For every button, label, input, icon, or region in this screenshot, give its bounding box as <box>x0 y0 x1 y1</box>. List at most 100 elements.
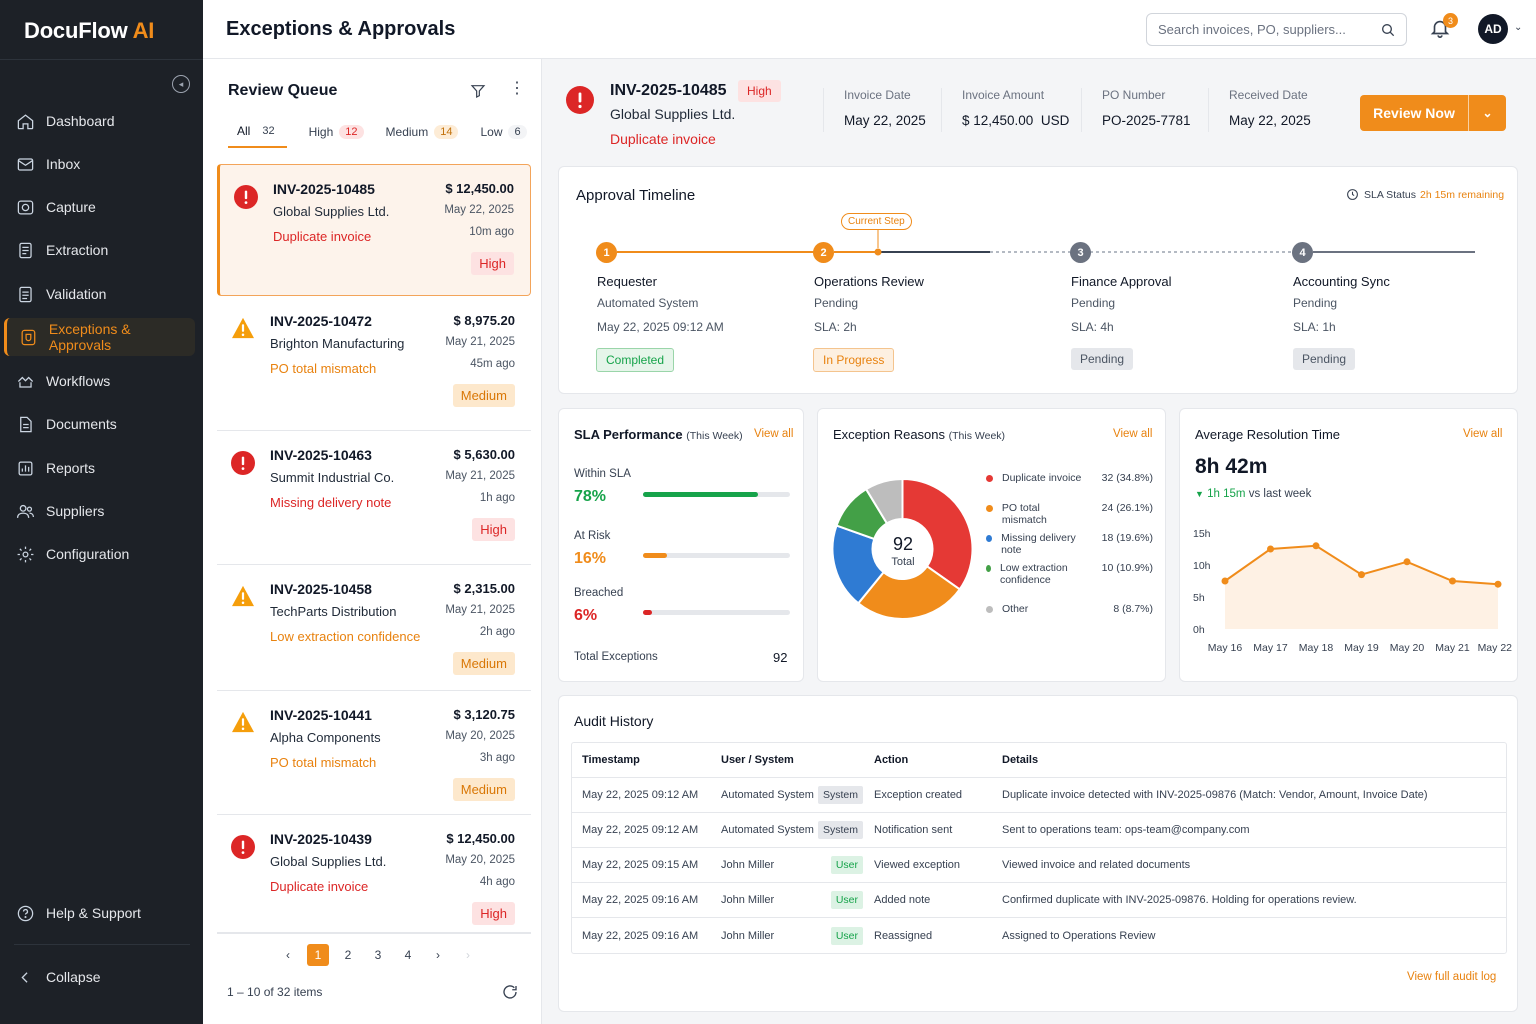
time-ago: 1h ago <box>479 492 515 504</box>
timestamp-cell: May 22, 2025 09:16 AM <box>582 929 699 942</box>
last-page-icon[interactable]: › <box>466 947 470 962</box>
legend-item: Low extraction confidence <box>986 562 1086 586</box>
search-box[interactable] <box>1146 13 1407 46</box>
invoice-id: INV-2025-10472 <box>270 313 372 329</box>
timestamp-cell: May 22, 2025 09:16 AM <box>582 894 699 906</box>
sidebar-item-inbox[interactable]: Inbox <box>4 145 195 183</box>
warning-icon <box>232 585 254 607</box>
invoice-id: INV-2025-10485 <box>273 181 375 197</box>
user-cell: John Miller User <box>721 926 874 945</box>
page-1[interactable]: 1 <box>307 943 329 966</box>
queue-item[interactable]: INV-2025-10485 Global Supplies Ltd. Duplic… <box>217 164 531 296</box>
chevron-left-icon <box>21 971 28 983</box>
next-page-icon[interactable]: › <box>436 947 440 962</box>
search-icon[interactable] <box>1380 22 1396 38</box>
supplier-name: Global Supplies Ltd. <box>273 204 390 219</box>
queue-item[interactable]: INV-2025-10463 Summit Industrial Co. Missi… <box>217 431 531 565</box>
resolution-view-all-link[interactable]: View all <box>1463 428 1503 440</box>
column-header: Action <box>874 754 909 766</box>
pagination: ‹ 1 2 3 4 › › <box>217 933 531 975</box>
queue-tabs: All 32 High 12 Medium 14 Low 6 <box>228 124 549 148</box>
page-4[interactable]: 4 <box>404 947 412 962</box>
prev-page-icon[interactable]: ‹ <box>286 947 290 962</box>
sidebar-item-label: Dashboard <box>46 113 115 129</box>
bell-icon[interactable] <box>1429 17 1451 39</box>
chevron-down-icon[interactable]: ⌄ <box>1514 22 1523 33</box>
details-cell: Confirmed duplicate with INV-2025-09876.… <box>1002 894 1357 906</box>
sidebar-item-label: Reports <box>46 460 96 476</box>
step-1-marker: 1 <box>596 242 617 263</box>
exception-reason: Duplicate invoice <box>270 879 369 894</box>
warning-icon <box>232 711 254 733</box>
data-point <box>1267 545 1274 553</box>
column-header: User / System <box>721 754 794 766</box>
sidebar-item-configuration[interactable]: Configuration <box>4 535 195 573</box>
review-now-button[interactable]: Review Now ⌄ <box>1360 95 1506 131</box>
data-point <box>1312 542 1320 550</box>
sla-percent: 78% <box>574 488 607 505</box>
priority-badge: High <box>472 518 515 541</box>
filter-icon[interactable] <box>470 83 486 99</box>
tab-all[interactable]: All 32 <box>228 124 287 148</box>
queue-item[interactable]: INV-2025-10439 Global Supplies Ltd. Duplic… <box>217 815 531 933</box>
sidebar-item-workflows[interactable]: Workflows <box>4 362 195 400</box>
exception-reason: PO total mismatch <box>270 755 377 770</box>
step-sub: Pending <box>1071 296 1116 310</box>
page-3[interactable]: 3 <box>374 947 382 962</box>
page-2[interactable]: 2 <box>344 947 352 962</box>
step-sub: Automated System <box>597 296 699 310</box>
view-full-audit-log-link[interactable]: View full audit log <box>1407 971 1497 983</box>
reasons-view-all-link[interactable]: View all <box>1113 428 1153 440</box>
sidebar-item-label: Exceptions & Approvals <box>48 321 131 353</box>
meta-invoice-date: Invoice Date May 22, 2025 <box>844 88 926 128</box>
sidebar-item-reports[interactable]: Reports <box>4 449 195 487</box>
search-input[interactable] <box>1158 22 1373 37</box>
invoice-id: INV-2025-10441 <box>270 707 372 723</box>
refresh-icon[interactable] <box>501 983 519 1001</box>
timeline-title: Approval Timeline <box>576 187 696 204</box>
time-ago: 3h ago <box>479 752 515 764</box>
sidebar-item-suppliers[interactable]: Suppliers <box>4 492 195 530</box>
sidebar-item-capture[interactable]: Capture <box>4 188 195 226</box>
more-options-icon[interactable]: ⋮ <box>509 80 525 97</box>
sla-view-all-link[interactable]: View all <box>754 428 794 440</box>
legend-dot <box>986 475 993 482</box>
sidebar-item-exceptions-approvals[interactable]: Exceptions & Approvals <box>4 318 195 356</box>
tab-low[interactable]: Low 6 <box>480 124 527 148</box>
legend-item: Missing delivery note <box>986 532 1086 556</box>
sidebar-collapse[interactable]: Collapse <box>4 958 195 996</box>
sidebar-item-label: Inbox <box>46 156 81 172</box>
checklist-icon <box>19 286 32 302</box>
avatar[interactable]: AD <box>1478 14 1508 44</box>
sla-label: Breached <box>574 587 624 599</box>
supplier-name: Alpha Components <box>270 730 381 745</box>
invoice-date: May 21, 2025 <box>445 604 515 616</box>
queue-item[interactable]: INV-2025-10472 Brighton Manufacturing PO t… <box>217 297 531 431</box>
sidebar-item-dashboard[interactable]: Dashboard <box>4 102 195 140</box>
tab-high[interactable]: High 12 <box>309 124 364 148</box>
chevron-down-icon[interactable]: ⌄ <box>1482 106 1493 120</box>
divider <box>0 59 203 60</box>
brand-logo[interactable]: DocuFlow AI <box>24 18 155 43</box>
queue-item[interactable]: INV-2025-10458 TechParts Distribution Low … <box>217 565 531 691</box>
sidebar-help[interactable]: Help & Support <box>4 894 195 932</box>
legend-value: 32 (34.8%) <box>1101 472 1153 484</box>
y-tick-label: 10h <box>1193 560 1211 572</box>
sidebar-item-documents[interactable]: Documents <box>4 405 195 443</box>
priority-badge: Medium <box>452 384 515 407</box>
workflow-icon <box>17 376 34 388</box>
file-icon <box>20 416 32 432</box>
sla-label: At Risk <box>574 530 611 542</box>
divider <box>823 88 824 132</box>
step-name: Accounting Sync <box>1293 274 1390 289</box>
invoice-id: INV-2025-10485 <box>610 82 727 99</box>
table-row: May 22, 2025 09:12 AM Automated System Sys… <box>572 778 1506 813</box>
tab-medium[interactable]: Medium 14 <box>386 124 459 148</box>
sidebar-item-validation[interactable]: Validation <box>4 275 195 313</box>
sidebar-toggle-icon[interactable]: ◂ <box>172 75 190 93</box>
queue-item[interactable]: INV-2025-10441 Alpha Components PO total m… <box>217 691 531 815</box>
queue-footer: 1 – 10 of 32 items <box>227 985 323 999</box>
sidebar-item-extraction[interactable]: Extraction <box>4 231 195 269</box>
details-cell: Assigned to Operations Review <box>1002 929 1156 942</box>
sidebar-item-label: Suppliers <box>46 503 105 519</box>
